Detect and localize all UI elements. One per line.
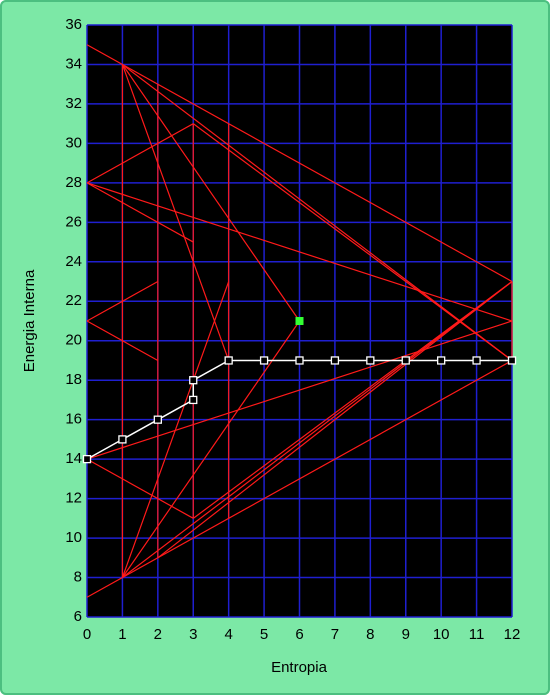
x-tick-label: 0 [83,626,91,643]
series-marker [366,356,375,365]
series-marker [437,356,446,365]
x-tick-label: 11 [469,626,485,643]
y-tick-label: 24 [65,253,82,270]
series-marker [189,395,198,405]
mesh-line [122,281,513,579]
mesh-line [86,123,194,184]
series-marker [153,415,162,424]
y-tick-label: 36 [65,16,82,33]
series-marker [259,356,269,365]
x-tick-label: 2 [154,626,162,643]
x-tick-label: 3 [189,626,197,643]
series-marker [507,356,517,365]
x-tick-label: 9 [402,626,410,643]
series-marker [401,356,410,365]
mesh-line [86,359,513,598]
mesh-line [86,182,513,322]
mesh-line [121,281,230,578]
y-axis-title: Energia Interna [21,269,38,372]
y-tick-label: 6 [74,608,82,625]
series-line [86,359,512,460]
series-marker [295,356,304,365]
y-tick-label: 8 [74,569,82,586]
y-tick-label: 16 [65,411,82,428]
y-tick-label: 18 [65,371,82,388]
mesh-line [121,320,300,578]
y-tick-label: 28 [65,174,82,191]
x-tick-label: 7 [331,626,339,643]
mesh-line [86,320,513,460]
x-tick-label: 8 [366,626,374,643]
mesh-line [86,458,194,519]
series-marker [472,356,481,365]
y-tick-label: 30 [65,134,82,151]
mesh-line [86,320,159,361]
y-tick-label: 10 [65,529,82,546]
mesh-line [86,44,513,283]
x-tick-label: 4 [224,626,232,643]
mesh-line [86,182,194,243]
x-axis-title: Entropia [271,659,328,676]
y-tick-label: 12 [65,490,82,507]
mesh-line [86,281,159,322]
x-tick-label: 10 [433,626,450,643]
series-marker [118,435,127,444]
y-tick-label: 20 [65,332,82,349]
series-marker [224,356,233,365]
y-tick-label: 26 [65,213,82,230]
y-tick-label: 22 [65,292,82,309]
mesh-line [157,281,513,559]
y-tick-label: 34 [65,55,82,72]
mesh-line [192,281,513,519]
mesh-line [122,63,513,361]
x-tick-label: 5 [260,626,268,643]
mesh-line [121,64,230,361]
series-marker [82,454,92,464]
mesh-line [121,64,300,322]
series-marker [189,376,198,385]
x-tick-label: 6 [295,626,303,643]
y-tick-label: 32 [65,95,82,112]
y-tick-label: 14 [65,450,82,467]
highlight-point [295,317,304,325]
series-marker [330,356,340,365]
x-tick-label: 12 [504,626,521,643]
x-tick-label: 1 [118,626,126,643]
